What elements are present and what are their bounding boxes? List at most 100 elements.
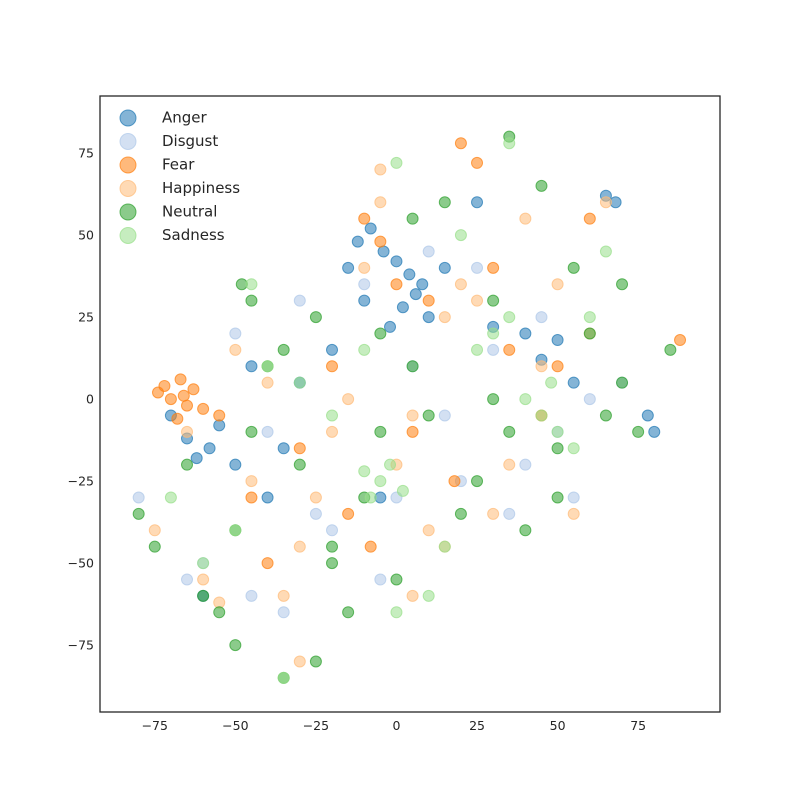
point [374, 235, 387, 248]
legend-marker [119, 203, 137, 221]
y-tick-label: 50 [78, 228, 94, 243]
point [545, 376, 558, 389]
points [132, 130, 687, 684]
legend-label: Happiness [162, 179, 240, 197]
point [197, 573, 210, 586]
point [551, 278, 564, 291]
point [326, 540, 339, 553]
point [174, 373, 187, 386]
point [454, 507, 467, 520]
point [148, 540, 161, 553]
point [293, 655, 306, 668]
point [384, 320, 397, 333]
point [342, 606, 355, 619]
point [438, 540, 451, 553]
legend-marker [119, 227, 137, 244]
point [487, 294, 500, 307]
point [187, 383, 200, 396]
point [422, 589, 435, 602]
point [519, 327, 532, 340]
point [177, 389, 190, 402]
point [309, 491, 322, 504]
x-tick-label: −50 [222, 718, 248, 733]
x-tick-label: 0 [392, 718, 400, 733]
point [326, 557, 339, 570]
point [164, 393, 177, 406]
point [181, 425, 194, 438]
point [454, 137, 467, 150]
point [261, 557, 274, 570]
point [293, 540, 306, 553]
point [181, 573, 194, 586]
y-tick-label: 75 [78, 146, 94, 161]
point [364, 540, 377, 553]
point [471, 294, 484, 307]
point [403, 268, 416, 281]
point [245, 589, 258, 602]
point [197, 589, 210, 602]
point [358, 465, 371, 478]
point [390, 278, 403, 291]
point [406, 409, 419, 422]
point [390, 573, 403, 586]
point [471, 475, 484, 488]
point [374, 425, 387, 438]
point [293, 442, 306, 455]
point [599, 409, 612, 422]
legend-label: Fear [162, 156, 195, 174]
x-tick-label: 50 [550, 718, 566, 733]
point [567, 376, 580, 389]
point [487, 393, 500, 406]
x-tick-label: 25 [469, 718, 485, 733]
plot-frame [99, 95, 721, 713]
x-tick-label: −25 [303, 718, 329, 733]
point [551, 360, 564, 373]
point [551, 425, 564, 438]
point [616, 376, 629, 389]
point [409, 288, 422, 301]
point [326, 425, 339, 438]
point [396, 484, 409, 497]
point [438, 196, 451, 209]
point [551, 442, 564, 455]
point [422, 311, 435, 324]
point [261, 491, 274, 504]
point [326, 343, 339, 356]
point [503, 343, 516, 356]
point [293, 458, 306, 471]
point [438, 261, 451, 274]
legend-marker [119, 156, 137, 174]
point [616, 278, 629, 291]
point [406, 425, 419, 438]
point [277, 442, 290, 455]
point [351, 235, 364, 248]
point [438, 311, 451, 324]
point [197, 557, 210, 570]
point [487, 261, 500, 274]
point [148, 524, 161, 537]
point [245, 360, 258, 373]
point [197, 402, 210, 415]
point [422, 409, 435, 422]
point [519, 524, 532, 537]
x-tick-label: 75 [630, 718, 646, 733]
point [551, 334, 564, 347]
point [422, 524, 435, 537]
point [503, 137, 516, 150]
point [535, 179, 548, 192]
point [567, 491, 580, 504]
point [454, 278, 467, 291]
point [374, 475, 387, 488]
point [190, 452, 203, 465]
point [152, 386, 165, 399]
point [503, 425, 516, 438]
point [448, 475, 461, 488]
point [471, 156, 484, 169]
legend-label: Sadness [162, 226, 225, 244]
y-tick-label: 25 [78, 310, 94, 325]
point [261, 376, 274, 389]
legend-label: Neutral [162, 203, 217, 221]
point [245, 425, 258, 438]
